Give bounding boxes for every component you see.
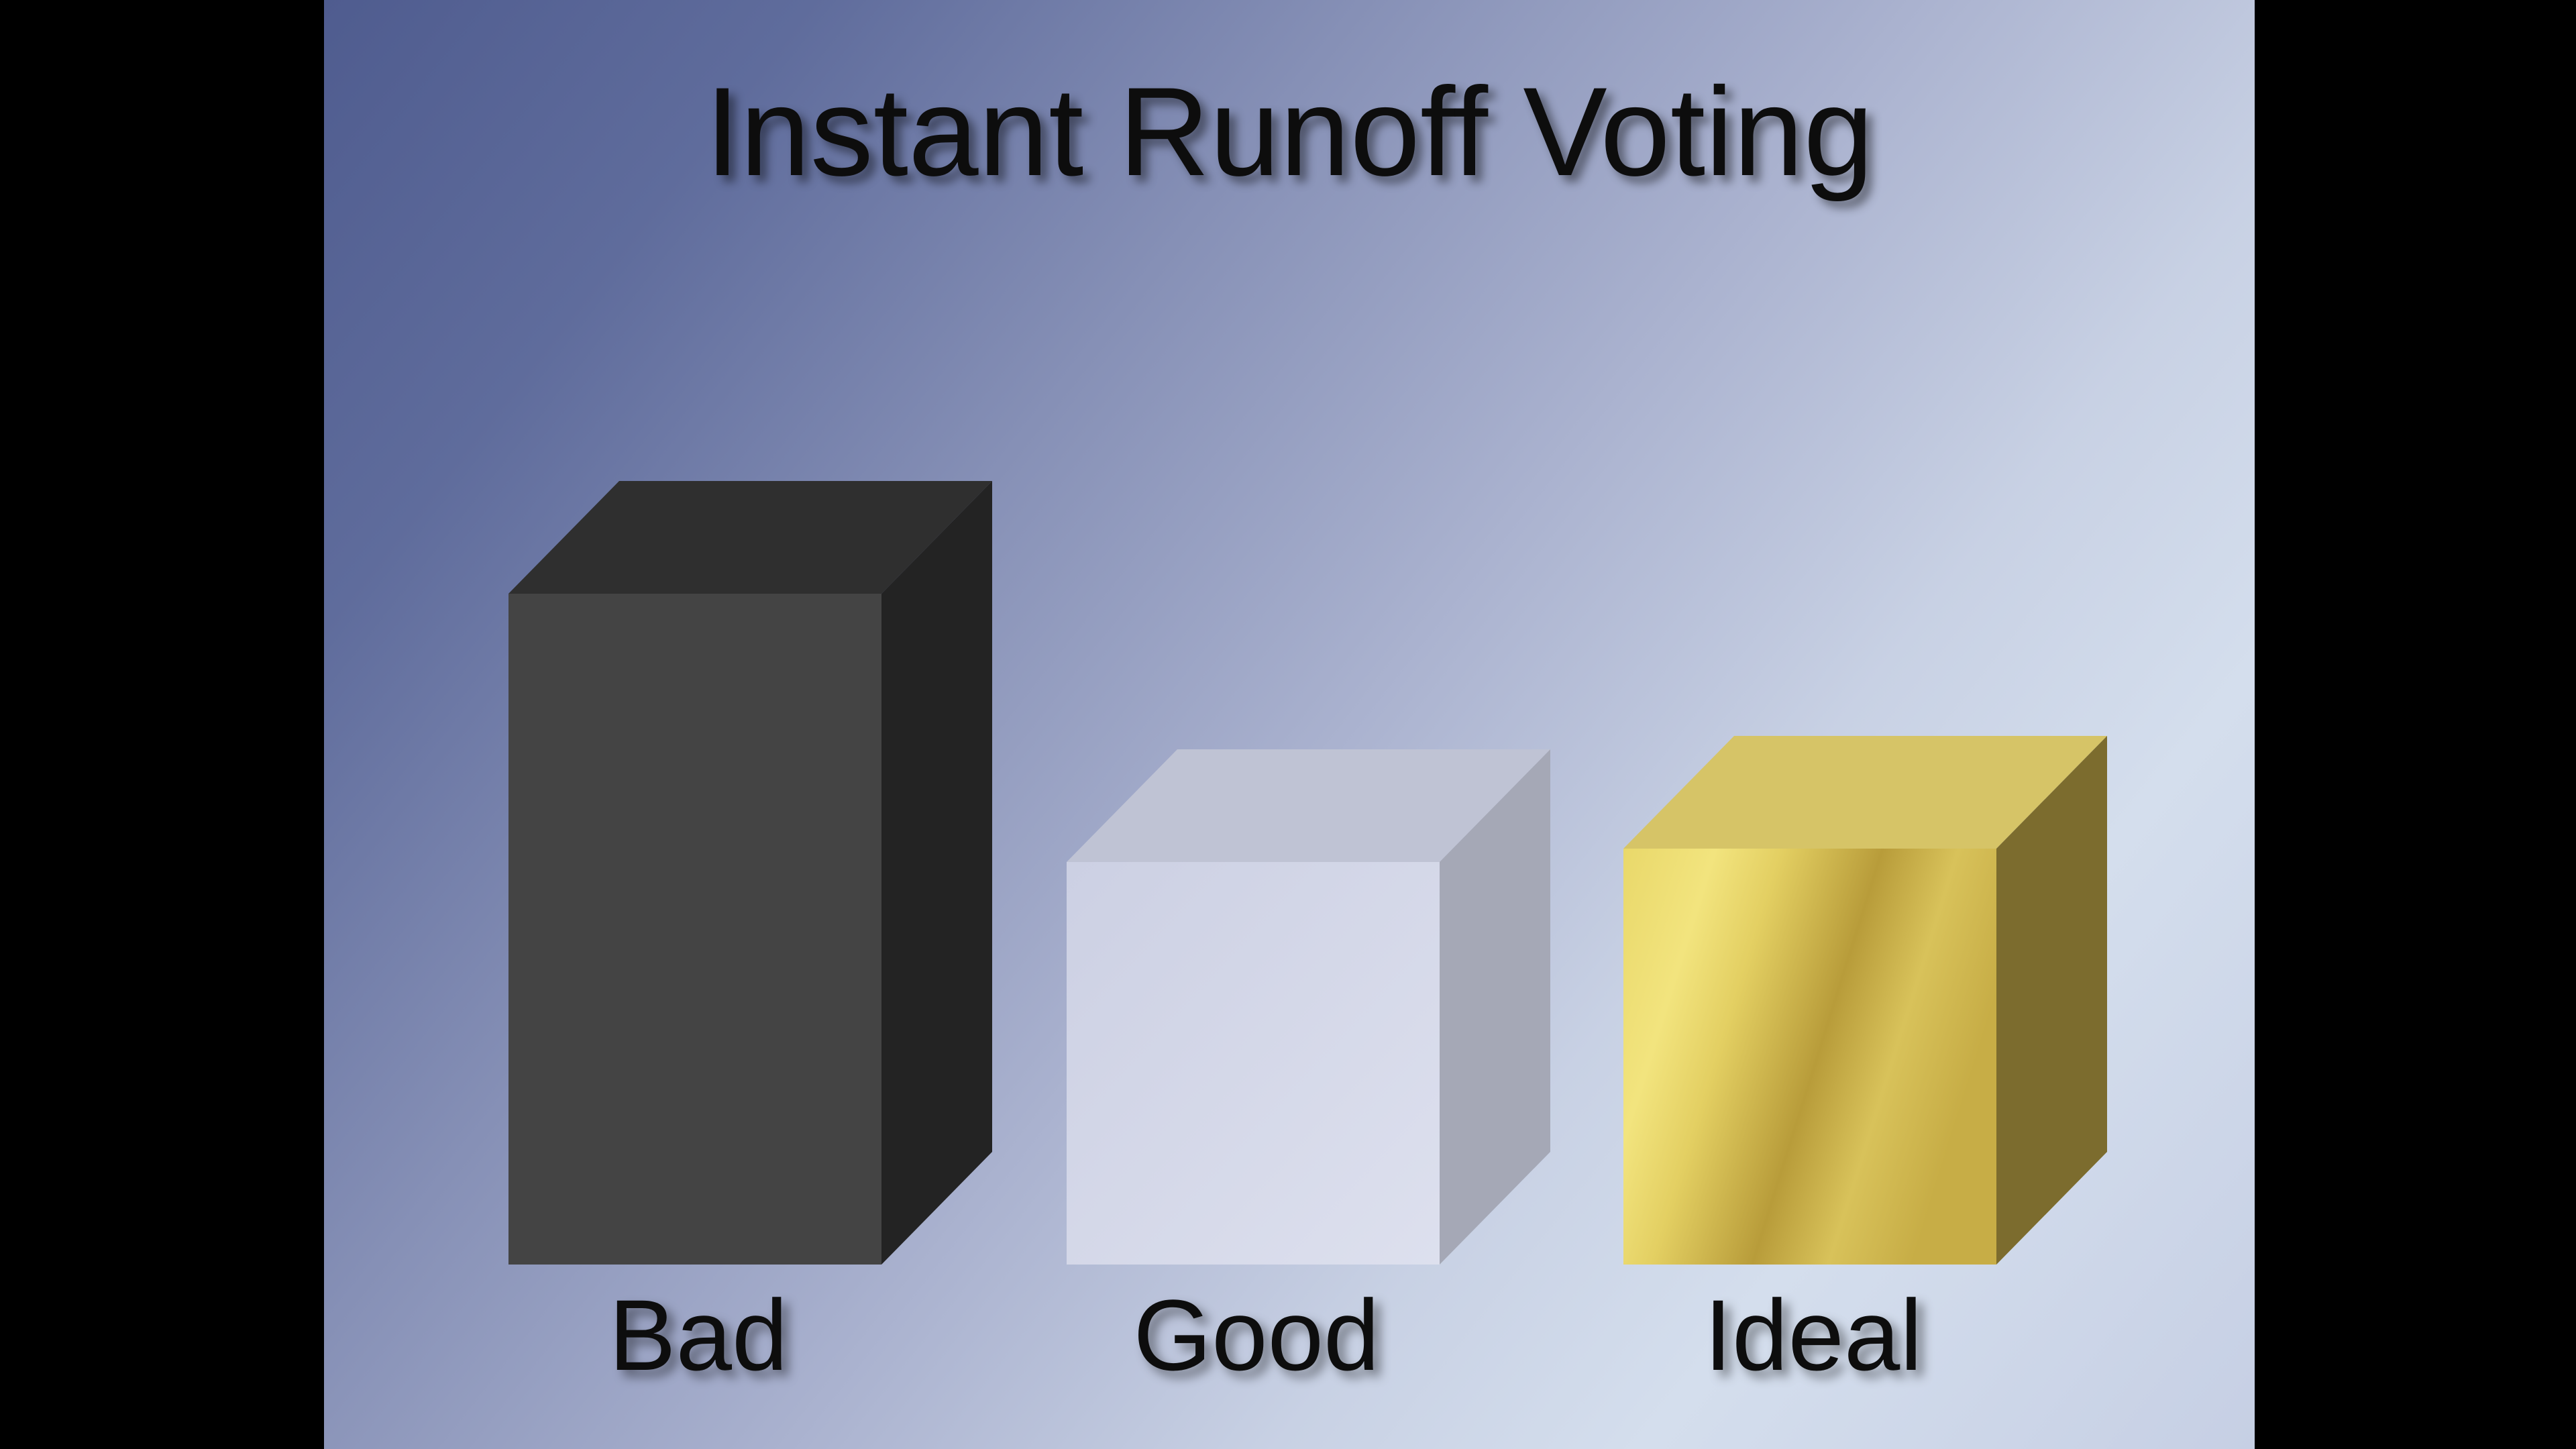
presentation-slide: Instant Runoff Voting — [324, 0, 2255, 1449]
bar-side-face — [881, 481, 992, 1265]
bar-front-face — [1623, 849, 1996, 1265]
bars-group — [508, 481, 2107, 1265]
chart-title: Instant Runoff Voting — [704, 61, 1874, 202]
bar-front-face — [508, 594, 881, 1265]
bar-side-face — [1440, 749, 1550, 1265]
category-labels: Bad Good Ideal — [609, 1279, 1923, 1391]
bar-front-face — [1067, 862, 1440, 1265]
bar-good — [1067, 749, 1550, 1265]
bar-top-face — [1067, 749, 1550, 862]
bar-bad — [508, 481, 992, 1265]
bar-chart: Bad Good Ideal — [508, 481, 2107, 1391]
bar-ideal — [1623, 736, 2107, 1265]
category-label-ideal: Ideal — [1704, 1279, 1922, 1391]
bar-top-face — [508, 481, 992, 594]
bar-side-face — [1996, 736, 2107, 1265]
bar-top-face — [1623, 736, 2107, 849]
category-label-good: Good — [1134, 1279, 1380, 1391]
category-label-bad: Bad — [609, 1279, 788, 1391]
